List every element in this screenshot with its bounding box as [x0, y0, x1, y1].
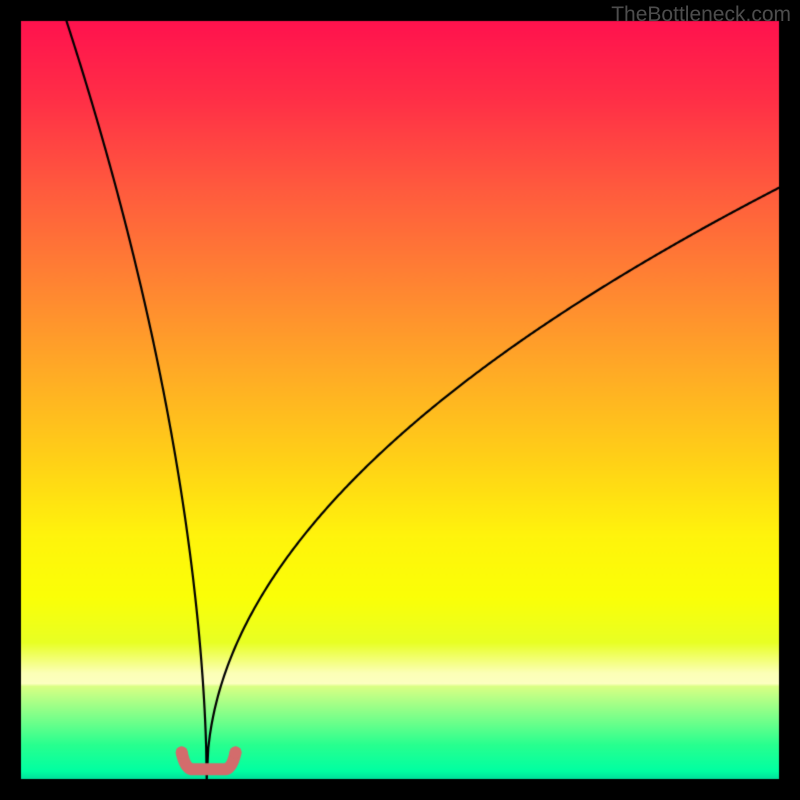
- watermark-text: TheBottleneck.com: [611, 3, 791, 27]
- bottleneck-curve-chart: [0, 0, 800, 800]
- chart-stage: TheBottleneck.com: [0, 0, 800, 800]
